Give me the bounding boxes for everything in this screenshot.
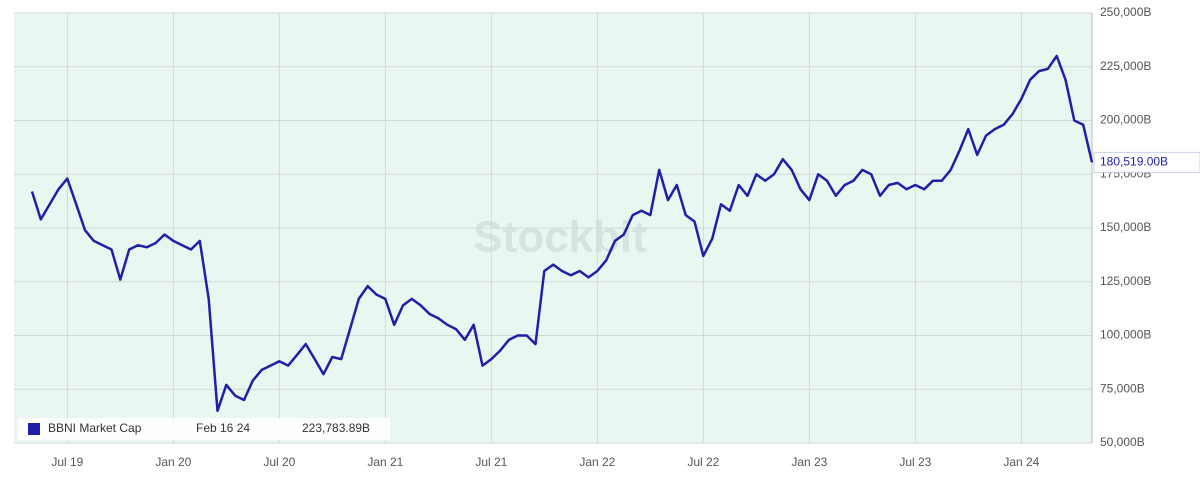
y-tick-label: 75,000B — [1100, 381, 1145, 395]
tooltip-value: 223,783.89B — [302, 421, 370, 435]
x-tick-label: Jan 22 — [579, 455, 615, 469]
x-tick-label: Jul 23 — [899, 455, 931, 469]
y-tick-label: 150,000B — [1100, 220, 1151, 234]
legend-box — [18, 418, 390, 440]
line — [30, 54, 1094, 413]
last-value-box — [1093, 151, 1200, 173]
legend-swatch — [28, 423, 40, 435]
y-tick-label: 100,000B — [1100, 328, 1151, 342]
x-tick-label: Jan 20 — [155, 455, 191, 469]
x-tick-label: Jul 19 — [51, 455, 83, 469]
y-tick-label: 125,000B — [1100, 274, 1151, 288]
y-tick-label: 200,000B — [1100, 113, 1151, 127]
x-tick-label: Jan 23 — [791, 455, 827, 469]
last-value-label: 180,519.00B — [1100, 155, 1168, 169]
x-tick-label: Jul 22 — [687, 455, 719, 469]
x-tick-label: Jul 21 — [475, 455, 507, 469]
y-tick-label: 50,000B — [1100, 435, 1145, 449]
tooltip-date: Feb 16 24 — [196, 421, 250, 435]
y-tick-label: 225,000B — [1100, 59, 1151, 73]
x-tick-label: Jul 20 — [263, 455, 295, 469]
legend-label: BBNI Market Cap — [48, 421, 142, 435]
x-tick-label: Jan 24 — [1003, 455, 1039, 469]
y-tick-label: 250,000B — [1100, 5, 1151, 19]
x-tick-label: Jan 21 — [367, 455, 403, 469]
